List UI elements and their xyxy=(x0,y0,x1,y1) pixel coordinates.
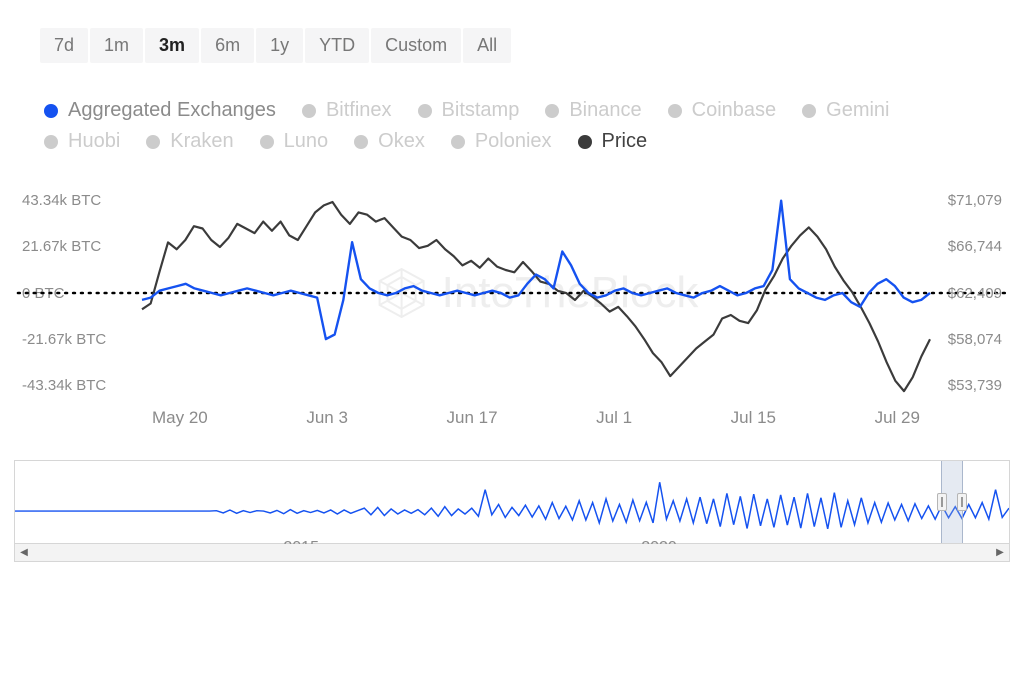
time-tab-all[interactable]: All xyxy=(463,28,511,63)
legend-item-gemini[interactable]: Gemini xyxy=(802,99,889,122)
legend-label: Aggregated Exchanges xyxy=(68,99,276,122)
legend-item-kraken[interactable]: Kraken xyxy=(146,130,233,153)
scroll-track[interactable] xyxy=(33,544,991,561)
legend-label: Okex xyxy=(378,130,425,153)
legend-dot-icon xyxy=(668,104,682,118)
scroll-left-button[interactable]: ◀ xyxy=(15,544,33,561)
time-tab-custom[interactable]: Custom xyxy=(371,28,461,63)
legend-item-aggregated-exchanges[interactable]: Aggregated Exchanges xyxy=(44,99,276,122)
mini-chart-svg xyxy=(15,461,1009,543)
legend-label: Luno xyxy=(284,130,329,153)
legend-item-huobi[interactable]: Huobi xyxy=(44,130,120,153)
x-tick: Jun 17 xyxy=(447,408,498,428)
legend-item-luno[interactable]: Luno xyxy=(260,130,329,153)
legend-dot-icon xyxy=(578,135,592,149)
legend-dot-icon xyxy=(802,104,816,118)
legend-dot-icon xyxy=(44,104,58,118)
legend-dot-icon xyxy=(418,104,432,118)
legend-item-bitstamp[interactable]: Bitstamp xyxy=(418,99,520,122)
y-right-tick: $66,744 xyxy=(948,239,1002,254)
legend-item-poloniex[interactable]: Poloniex xyxy=(451,130,552,153)
legend-dot-icon xyxy=(545,104,559,118)
legend-dot-icon xyxy=(354,135,368,149)
mini-scrollbar: ◀ ▶ xyxy=(14,544,1010,562)
legend-item-okex[interactable]: Okex xyxy=(354,130,425,153)
time-tab-1y[interactable]: 1y xyxy=(256,28,303,63)
main-chart: 43.34k BTC21.67k BTC0 BTC-21.67k BTC-43.… xyxy=(14,193,1010,438)
y-axis-right: $71,079 $66,744 $62,409 $58,074 $53,739 xyxy=(948,193,1002,393)
y-right-tick: $62,409 xyxy=(948,286,1002,301)
legend-label: Bitfinex xyxy=(326,99,392,122)
x-tick: Jul 15 xyxy=(731,408,776,428)
time-tab-1m[interactable]: 1m xyxy=(90,28,143,63)
time-tab-3m[interactable]: 3m xyxy=(145,28,199,63)
y-right-tick: $58,074 xyxy=(948,332,1002,347)
time-tab-6m[interactable]: 6m xyxy=(201,28,254,63)
legend-label: Binance xyxy=(569,99,641,122)
plot-svg xyxy=(142,193,930,393)
legend-label: Poloniex xyxy=(475,130,552,153)
legend-item-bitfinex[interactable]: Bitfinex xyxy=(302,99,392,122)
y-left-tick: 43.34k BTC xyxy=(22,193,106,208)
range-handle-right[interactable] xyxy=(957,493,967,511)
legend-item-coinbase[interactable]: Coinbase xyxy=(668,99,777,122)
y-left-tick: -21.67k BTC xyxy=(22,332,106,347)
chart-plot-area[interactable]: IntoTheBlock xyxy=(142,193,930,393)
time-tab-ytd[interactable]: YTD xyxy=(305,28,369,63)
range-selection[interactable] xyxy=(941,461,963,543)
scroll-right-button[interactable]: ▶ xyxy=(991,544,1009,561)
time-range-tabs: 7d1m3m6m1yYTDCustomAll xyxy=(40,28,1010,63)
range-handle-left[interactable] xyxy=(937,493,947,511)
x-tick: Jul 1 xyxy=(596,408,632,428)
time-tab-7d[interactable]: 7d xyxy=(40,28,88,63)
legend-item-binance[interactable]: Binance xyxy=(545,99,641,122)
legend-dot-icon xyxy=(451,135,465,149)
legend-dot-icon xyxy=(146,135,160,149)
x-tick: May 20 xyxy=(152,408,208,428)
legend-item-price[interactable]: Price xyxy=(578,130,648,153)
legend-label: Coinbase xyxy=(692,99,777,122)
legend-label: Gemini xyxy=(826,99,889,122)
x-tick: Jun 3 xyxy=(306,408,348,428)
legend-label: Kraken xyxy=(170,130,233,153)
legend-dot-icon xyxy=(44,135,58,149)
range-selector: 20152020 ◀ ▶ xyxy=(14,460,1010,562)
x-tick: Jul 29 xyxy=(875,408,920,428)
y-right-tick: $71,079 xyxy=(948,193,1002,208)
legend-label: Price xyxy=(602,130,648,153)
y-right-tick: $53,739 xyxy=(948,378,1002,393)
legend-label: Huobi xyxy=(68,130,120,153)
legend-dot-icon xyxy=(302,104,316,118)
x-axis: May 20 Jun 3 Jun 17 Jul 1 Jul 15 Jul 29 xyxy=(142,408,930,428)
legend-dot-icon xyxy=(260,135,274,149)
chart-legend: Aggregated Exchanges Bitfinex Bitstamp Bina… xyxy=(44,99,980,153)
y-left-tick: -43.34k BTC xyxy=(22,378,106,393)
legend-label: Bitstamp xyxy=(442,99,520,122)
y-left-tick: 21.67k BTC xyxy=(22,239,106,254)
mini-chart[interactable]: 20152020 xyxy=(14,460,1010,544)
